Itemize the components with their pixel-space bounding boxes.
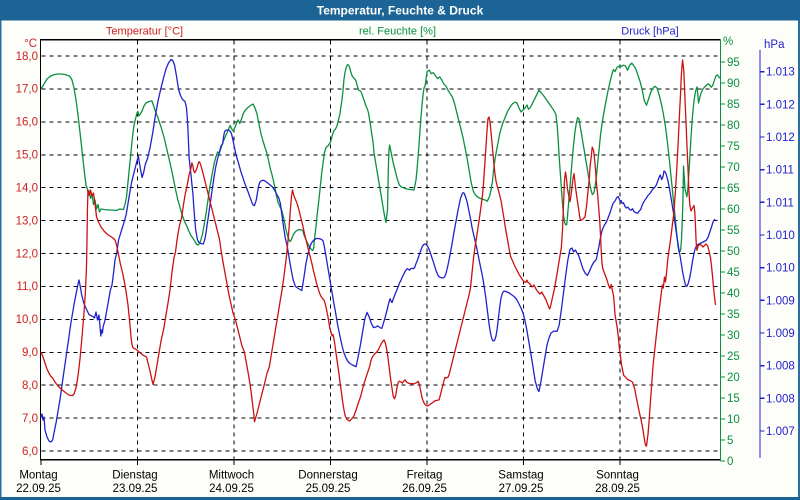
svg-text:Montag: Montag — [19, 470, 57, 482]
svg-text:%: % — [723, 36, 733, 48]
svg-text:17,0: 17,0 — [16, 84, 38, 96]
svg-text:1.011: 1.011 — [766, 197, 794, 209]
svg-text:20: 20 — [727, 372, 740, 384]
svg-text:80: 80 — [727, 120, 740, 132]
svg-text:1.008: 1.008 — [766, 393, 795, 405]
svg-text:26.09.25: 26.09.25 — [402, 483, 447, 495]
svg-text:22.09.25: 22.09.25 — [16, 483, 61, 495]
svg-text:13,0: 13,0 — [16, 215, 38, 227]
svg-text:hPa: hPa — [764, 39, 785, 51]
svg-text:60: 60 — [727, 204, 740, 216]
svg-text:Dienstag: Dienstag — [112, 470, 157, 482]
svg-text:95: 95 — [727, 57, 740, 69]
svg-text:9,0: 9,0 — [22, 347, 38, 359]
svg-text:16,0: 16,0 — [16, 117, 38, 129]
svg-text:75: 75 — [727, 141, 740, 153]
svg-text:70: 70 — [727, 162, 740, 174]
svg-text:1.009: 1.009 — [766, 328, 795, 340]
svg-text:18,0: 18,0 — [16, 51, 38, 63]
svg-text:55: 55 — [727, 225, 740, 237]
svg-text:rel. Feuchte [%]: rel. Feuchte [%] — [359, 26, 436, 38]
svg-text:7,0: 7,0 — [22, 413, 38, 425]
svg-text:25: 25 — [727, 351, 740, 363]
svg-text:Donnerstag: Donnerstag — [298, 470, 357, 482]
svg-text:0: 0 — [727, 456, 733, 468]
svg-text:12,0: 12,0 — [16, 248, 38, 260]
svg-text:1.010: 1.010 — [766, 263, 795, 275]
svg-text:Temperatur, Feuchte & Druck: Temperatur, Feuchte & Druck — [317, 4, 484, 18]
svg-text:1.007: 1.007 — [766, 426, 795, 438]
svg-text:5: 5 — [727, 435, 733, 447]
svg-text:11,0: 11,0 — [16, 281, 38, 293]
svg-text:23.09.25: 23.09.25 — [113, 483, 158, 495]
svg-text:28.09.25: 28.09.25 — [595, 483, 640, 495]
svg-text:Sonntag: Sonntag — [596, 470, 639, 482]
svg-text:27.09.25: 27.09.25 — [499, 483, 544, 495]
svg-text:Druck [hPa]: Druck [hPa] — [621, 26, 678, 38]
svg-text:1.010: 1.010 — [766, 230, 795, 242]
svg-text:1.012: 1.012 — [766, 99, 795, 111]
svg-text:85: 85 — [727, 99, 740, 111]
svg-text:50: 50 — [727, 246, 740, 258]
svg-text:15: 15 — [727, 393, 740, 405]
svg-text:Freitag: Freitag — [407, 470, 443, 482]
svg-text:65: 65 — [727, 183, 740, 195]
svg-text:10: 10 — [727, 414, 740, 426]
svg-text:14,0: 14,0 — [16, 183, 38, 195]
svg-text:30: 30 — [727, 330, 740, 342]
svg-text:8,0: 8,0 — [22, 380, 38, 392]
svg-text:Mittwoch: Mittwoch — [209, 470, 254, 482]
svg-text:Temperatur [°C]: Temperatur [°C] — [106, 26, 183, 38]
svg-text:15,0: 15,0 — [16, 150, 38, 162]
svg-text:6,0: 6,0 — [22, 446, 38, 458]
svg-text:1.008: 1.008 — [766, 361, 795, 373]
svg-text:°C: °C — [24, 38, 37, 50]
svg-text:10,0: 10,0 — [16, 314, 38, 326]
svg-text:90: 90 — [727, 78, 740, 90]
svg-text:1.013: 1.013 — [766, 67, 795, 79]
svg-text:1.012: 1.012 — [766, 132, 795, 144]
svg-text:25.09.25: 25.09.25 — [306, 483, 351, 495]
svg-text:1.011: 1.011 — [766, 165, 794, 177]
svg-text:35: 35 — [727, 309, 740, 321]
svg-text:40: 40 — [727, 288, 740, 300]
svg-text:24.09.25: 24.09.25 — [209, 483, 254, 495]
svg-text:45: 45 — [727, 267, 740, 279]
svg-text:1.009: 1.009 — [766, 295, 795, 307]
svg-text:Samstag: Samstag — [498, 470, 543, 482]
